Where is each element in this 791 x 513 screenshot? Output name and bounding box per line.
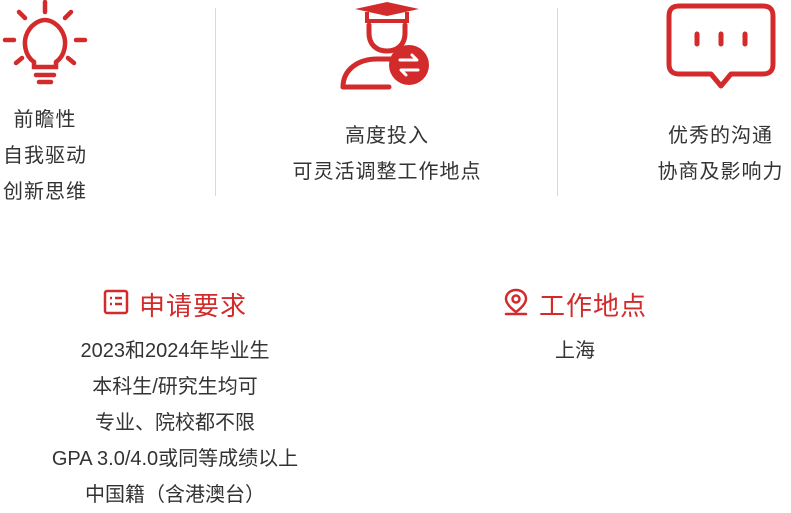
requirements-title: 申请要求: [138, 290, 247, 321]
checklist-icon: [103, 289, 129, 320]
requirement-item: 本科生/研究生均可: [92, 376, 258, 398]
feature-line: 可灵活调整工作地点: [292, 161, 482, 183]
requirement-item: 2023和2024年毕业生: [80, 340, 270, 362]
requirements-section: 申请要求 2023和2024年毕业生 本科生/研究生均可 专业、院校都不限 GP…: [20, 285, 330, 513]
feature-communication: 优秀的沟通 协商及影响力: [650, 0, 791, 210]
requirement-item: 专业、院校都不限: [95, 412, 255, 434]
graduate-exchange-icon: [339, 0, 435, 92]
feature-line: 前瞻性: [13, 109, 77, 131]
feature-line: 自我驱动: [3, 145, 87, 167]
lightbulb-icon: [2, 0, 88, 88]
location-section: 工作地点 上海: [460, 285, 690, 369]
location-pin-icon: [503, 288, 529, 321]
location-item: 上海: [555, 340, 595, 362]
location-header: 工作地点: [503, 285, 647, 323]
requirements-header: 申请要求: [103, 285, 247, 323]
feature-line: 高度投入: [345, 125, 429, 147]
feature-proactive: 前瞻性 自我驱动 创新思维: [0, 0, 90, 210]
location-title: 工作地点: [538, 290, 647, 321]
column-divider: [557, 8, 558, 196]
feature-line: 创新思维: [3, 181, 87, 203]
requirement-item: 中国籍（含港澳台）: [85, 484, 265, 506]
feature-line: 协商及影响力: [657, 161, 784, 183]
feature-line: 优秀的沟通: [668, 125, 773, 147]
requirement-item: GPA 3.0/4.0或同等成绩以上: [51, 448, 299, 470]
chat-bubble-icon: [665, 0, 777, 92]
feature-commitment: 高度投入 可灵活调整工作地点: [262, 0, 512, 210]
column-divider: [215, 8, 216, 196]
